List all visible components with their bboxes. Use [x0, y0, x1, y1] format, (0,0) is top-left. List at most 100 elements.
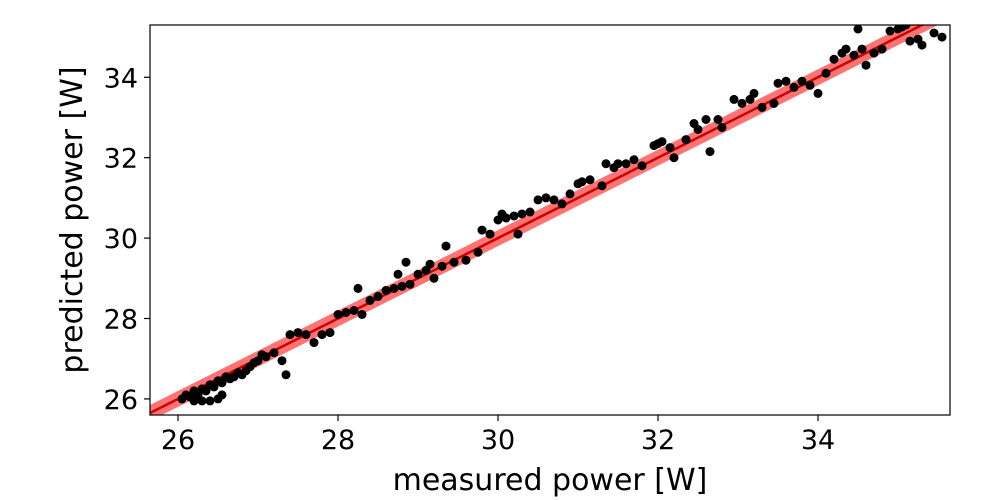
- y-tick-label: 28: [104, 305, 138, 336]
- data-point: [477, 225, 487, 235]
- data-point: [665, 143, 675, 153]
- data-point: [217, 390, 227, 400]
- data-point: [293, 328, 303, 338]
- data-point: [449, 257, 459, 267]
- y-tick-label: 26: [104, 385, 138, 416]
- data-point: [401, 257, 411, 267]
- data-point: [189, 396, 199, 406]
- data-point: [393, 269, 403, 279]
- data-point: [513, 229, 523, 239]
- data-point: [425, 259, 435, 269]
- data-point: [281, 370, 291, 380]
- data-point: [917, 40, 927, 50]
- data-point: [769, 98, 779, 108]
- y-tick-label: 30: [104, 224, 138, 255]
- data-point: [737, 98, 747, 108]
- data-point: [621, 159, 631, 169]
- data-point: [601, 159, 611, 169]
- data-point: [861, 60, 871, 70]
- data-point: [869, 48, 879, 58]
- data-point: [269, 348, 279, 358]
- y-axis-label: predicted power [W]: [55, 66, 90, 373]
- data-point: [629, 155, 639, 165]
- data-point: [333, 310, 343, 319]
- data-point: [473, 247, 483, 257]
- data-point: [757, 102, 767, 112]
- data-point: [585, 175, 595, 185]
- data-point: [413, 269, 423, 279]
- data-point: [729, 94, 739, 104]
- data-point: [301, 330, 311, 340]
- data-point: [549, 195, 559, 205]
- x-tick-label: 32: [641, 425, 675, 456]
- x-axis-ticks: 26 28 30 32 34: [161, 415, 835, 456]
- data-point: [381, 285, 391, 295]
- data-point: [517, 209, 527, 219]
- data-point: [197, 396, 207, 406]
- data-point: [365, 295, 375, 305]
- data-point: [461, 255, 471, 265]
- data-point: [937, 32, 947, 42]
- data-point: [277, 356, 287, 366]
- x-tick-label: 34: [801, 425, 835, 456]
- x-tick-label: 26: [161, 425, 195, 456]
- data-points: [177, 25, 947, 406]
- data-point: [565, 189, 575, 199]
- data-point: [821, 68, 831, 78]
- data-point: [501, 213, 511, 223]
- data-point: [657, 137, 667, 147]
- x-tick-label: 28: [321, 425, 355, 456]
- data-point: [317, 330, 327, 340]
- data-point: [533, 195, 543, 205]
- data-point: [285, 330, 295, 340]
- data-point: [877, 44, 887, 54]
- data-point: [701, 115, 711, 124]
- data-point: [637, 161, 647, 171]
- data-point: [509, 211, 519, 221]
- data-point: [713, 115, 723, 124]
- y-axis-ticks: 26 28 30 32 34: [104, 63, 150, 416]
- data-point: [857, 44, 867, 54]
- data-point: [557, 199, 567, 209]
- data-point: [397, 281, 407, 291]
- data-point: [597, 181, 607, 191]
- data-point: [373, 291, 383, 301]
- data-point: [717, 123, 727, 132]
- data-point: [525, 207, 535, 217]
- y-tick-label: 32: [104, 144, 138, 175]
- data-point: [261, 352, 271, 362]
- data-point: [429, 273, 439, 283]
- plot-frame: [149, 24, 951, 416]
- confidence-band: [150, 25, 939, 415]
- data-point: [829, 54, 839, 64]
- data-point: [813, 88, 823, 98]
- data-point: [773, 78, 783, 88]
- data-point: [681, 135, 691, 145]
- data-point: [205, 396, 215, 406]
- data-point: [613, 159, 623, 169]
- data-point: [341, 308, 351, 317]
- data-point: [853, 25, 863, 34]
- data-point: [805, 80, 815, 90]
- data-point: [485, 229, 495, 239]
- data-point: [389, 283, 399, 293]
- data-point: [357, 310, 367, 319]
- data-point: [749, 88, 759, 98]
- data-point: [669, 153, 679, 163]
- data-point: [929, 28, 939, 38]
- data-point: [577, 177, 587, 187]
- data-point: [705, 147, 715, 157]
- data-point: [789, 82, 799, 92]
- x-axis-label: measured power [W]: [393, 463, 708, 498]
- data-point: [309, 338, 319, 348]
- data-point: [349, 306, 359, 315]
- x-tick-label: 30: [481, 425, 515, 456]
- data-point: [797, 76, 807, 86]
- data-point: [353, 283, 363, 293]
- data-point: [437, 261, 447, 271]
- data-point: [901, 25, 911, 30]
- data-point: [781, 76, 791, 86]
- data-point: [841, 44, 851, 54]
- y-tick-label: 34: [104, 63, 138, 94]
